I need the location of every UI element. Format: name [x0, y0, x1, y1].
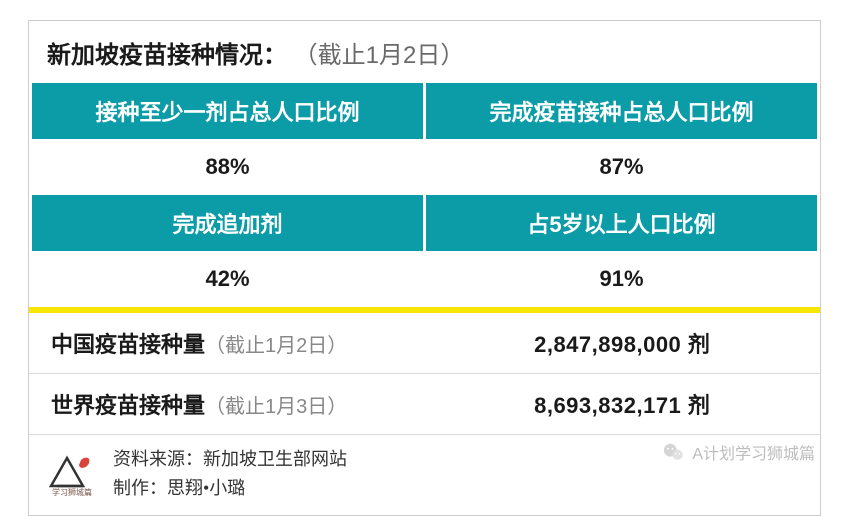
dose-world-label: 世界疫苗接种量 — [51, 393, 205, 418]
percent-table: 接种至少一剂占总人口比例 完成疫苗接种占总人口比例 88% 87% 完成追加剂 … — [29, 80, 820, 307]
wechat-icon — [662, 441, 684, 463]
dose-china-value: 2,847,898,000 剂 — [425, 313, 821, 374]
hdr-fully-vaccinated: 完成疫苗接种占总人口比例 — [425, 82, 819, 141]
val-booster: 42% — [31, 253, 425, 306]
hdr-at-least-one: 接种至少一剂占总人口比例 — [31, 82, 425, 141]
watermark-text: A计划学习狮城篇 — [692, 440, 815, 464]
dose-world-note: （截止1月3日） — [205, 396, 347, 418]
dose-china-note: （截止1月2日） — [205, 335, 347, 357]
watermark: A计划学习狮城篇 — [662, 440, 815, 464]
dose-world-value: 8,693,832,171 剂 — [425, 374, 821, 435]
val-at-least-one: 88% — [31, 141, 425, 194]
val-fully-vaccinated: 87% — [425, 141, 819, 194]
dose-row-china: 中国疫苗接种量（截止1月2日） 2,847,898,000 剂 — [29, 313, 820, 374]
title-row: 新加坡疫苗接种情况： （截止1月2日） — [29, 21, 820, 80]
val-age5plus: 91% — [425, 253, 819, 306]
title-main: 新加坡疫苗接种情况： — [47, 42, 287, 69]
hdr-booster: 完成追加剂 — [31, 194, 425, 253]
logo-caption: 学习狮城篇 — [45, 487, 99, 498]
dose-china-label: 中国疫苗接种量 — [51, 332, 205, 357]
hdr-age5plus: 占5岁以上人口比例 — [425, 194, 819, 253]
footer-credit: 制作：思翔•小璐 — [113, 474, 804, 503]
dose-row-world: 世界疫苗接种量（截止1月3日） 8,693,832,171 剂 — [29, 374, 820, 435]
publisher-logo: 学习狮城篇 — [45, 452, 99, 496]
title-sub: （截止1月2日） — [294, 42, 465, 69]
dose-table: 中国疫苗接种量（截止1月2日） 2,847,898,000 剂 世界疫苗接种量（… — [29, 313, 820, 434]
